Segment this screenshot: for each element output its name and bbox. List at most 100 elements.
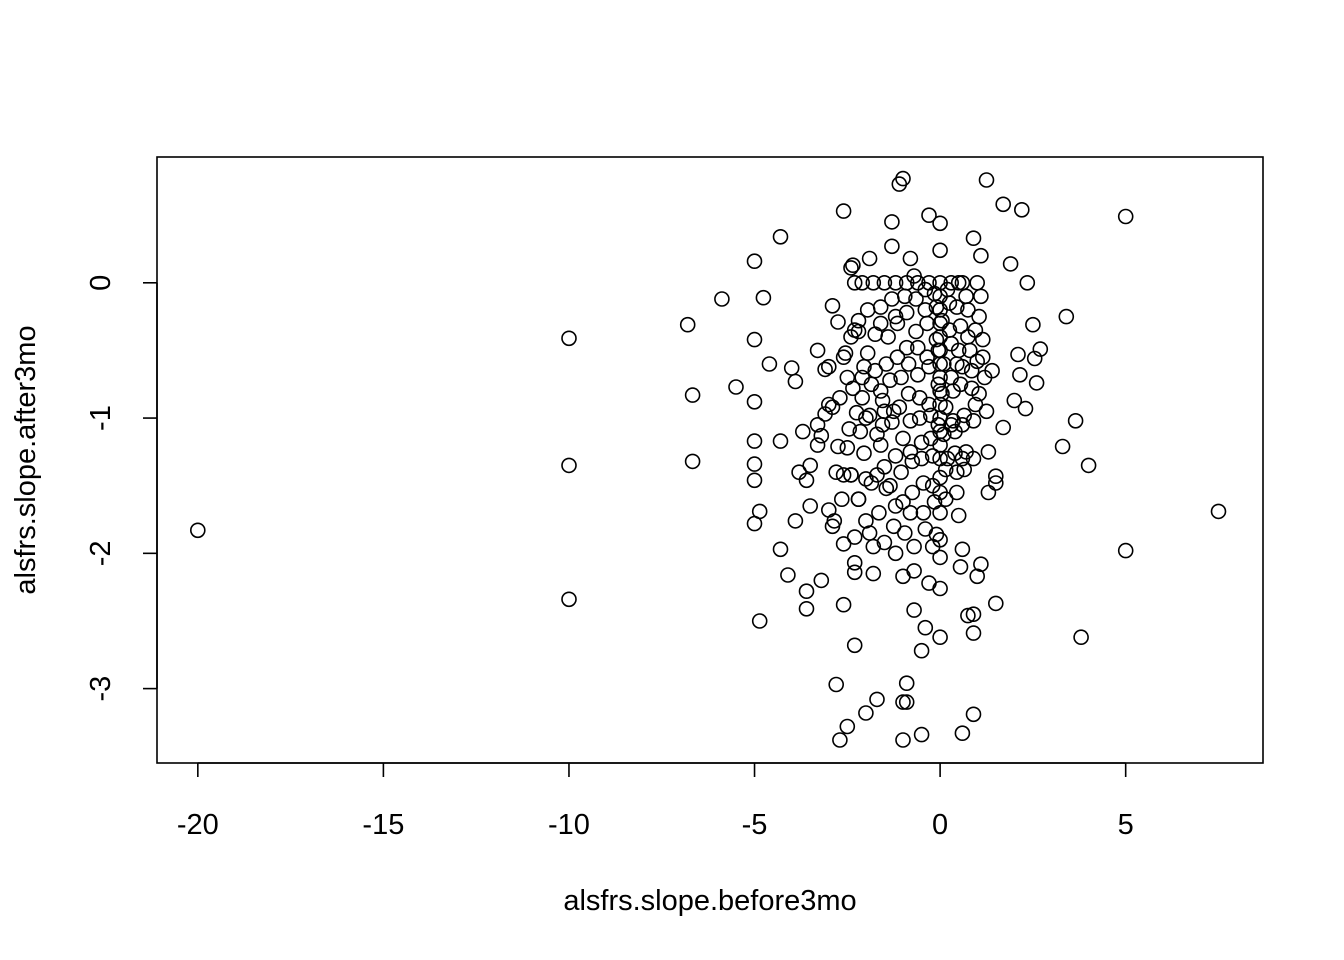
data-point xyxy=(839,439,856,456)
data-point xyxy=(780,567,796,583)
data-point xyxy=(751,613,768,629)
data-point xyxy=(935,426,952,443)
data-point xyxy=(978,172,995,188)
data-point xyxy=(787,373,804,390)
data-point xyxy=(1073,629,1089,646)
data-point xyxy=(904,453,921,470)
data-point xyxy=(876,534,893,551)
data-point xyxy=(714,291,730,307)
data-point xyxy=(932,302,948,318)
data-point xyxy=(950,507,967,524)
data-point xyxy=(856,358,872,375)
data-point xyxy=(924,448,941,464)
data-point xyxy=(746,456,763,472)
x-tick-label: -20 xyxy=(177,809,219,841)
data-point xyxy=(1028,375,1045,391)
data-point xyxy=(882,477,898,494)
data-point xyxy=(952,318,969,334)
data-point xyxy=(934,385,950,402)
data-point xyxy=(820,358,837,375)
data-point xyxy=(861,407,878,424)
data-point xyxy=(865,538,882,555)
data-point xyxy=(921,207,937,223)
data-point xyxy=(887,448,904,464)
data-point xyxy=(846,564,863,581)
data-point xyxy=(973,247,989,264)
data-point xyxy=(893,369,909,386)
data-point xyxy=(1210,503,1227,520)
data-point xyxy=(882,372,898,389)
data-point xyxy=(746,393,763,410)
data-point xyxy=(895,430,911,447)
data-point xyxy=(887,498,904,514)
data-point xyxy=(885,403,902,420)
y-tick-label: -1 xyxy=(85,405,117,431)
data-point xyxy=(909,366,926,383)
data-point xyxy=(921,358,937,375)
data-point xyxy=(835,467,852,483)
data-point xyxy=(948,464,965,481)
data-point xyxy=(974,349,991,366)
data-point xyxy=(895,732,911,748)
data-point xyxy=(876,458,893,475)
x-tick-label: 5 xyxy=(1118,809,1134,841)
data-point xyxy=(902,250,919,267)
data-point xyxy=(987,475,1004,491)
data-point xyxy=(826,513,843,529)
data-point xyxy=(813,427,830,444)
data-point xyxy=(913,434,930,451)
y-tick-label: -3 xyxy=(85,676,117,702)
data-point xyxy=(965,450,982,467)
data-point xyxy=(809,342,826,359)
data-point xyxy=(802,457,819,474)
data-point xyxy=(900,385,917,402)
data-point xyxy=(828,676,845,693)
data-point xyxy=(846,554,863,571)
data-point xyxy=(679,316,696,333)
data-point xyxy=(909,339,926,356)
data-point xyxy=(902,504,919,521)
data-point xyxy=(746,331,763,348)
data-point xyxy=(987,595,1004,612)
data-point xyxy=(922,407,939,424)
data-point xyxy=(932,549,948,566)
data-point xyxy=(874,392,891,409)
data-point xyxy=(865,565,882,582)
data-point xyxy=(965,606,982,623)
data-point xyxy=(839,718,856,735)
data-point xyxy=(1025,316,1041,333)
data-point xyxy=(928,331,945,348)
y-axis: -3 -2 -1 0 xyxy=(85,275,158,702)
data-point xyxy=(1067,412,1084,429)
data-point xyxy=(965,230,982,246)
y-tick-label: -2 xyxy=(85,540,117,566)
x-axis-label: alsfrs.slope.before3mo xyxy=(563,885,856,917)
data-point xyxy=(820,502,837,518)
data-point xyxy=(948,484,965,501)
data-point xyxy=(928,299,945,315)
data-point xyxy=(965,625,982,641)
data-point xyxy=(906,602,922,618)
data-point xyxy=(973,288,989,305)
data-point xyxy=(1012,366,1028,383)
data-point xyxy=(878,356,895,372)
data-point xyxy=(887,545,904,562)
data-point xyxy=(915,504,932,521)
data-point xyxy=(1010,346,1026,363)
data-point xyxy=(898,675,915,692)
data-point xyxy=(932,629,948,646)
plot-frame xyxy=(156,156,1264,764)
data-point xyxy=(858,705,874,721)
data-point xyxy=(952,559,969,575)
data-point xyxy=(911,410,928,426)
data-point xyxy=(854,389,871,406)
data-point xyxy=(917,521,934,537)
data-point xyxy=(802,498,819,514)
data-point xyxy=(932,369,948,386)
data-point xyxy=(798,600,815,617)
data-point xyxy=(973,556,989,573)
data-point xyxy=(954,450,971,467)
data-point xyxy=(684,387,701,403)
data-point xyxy=(884,238,900,255)
